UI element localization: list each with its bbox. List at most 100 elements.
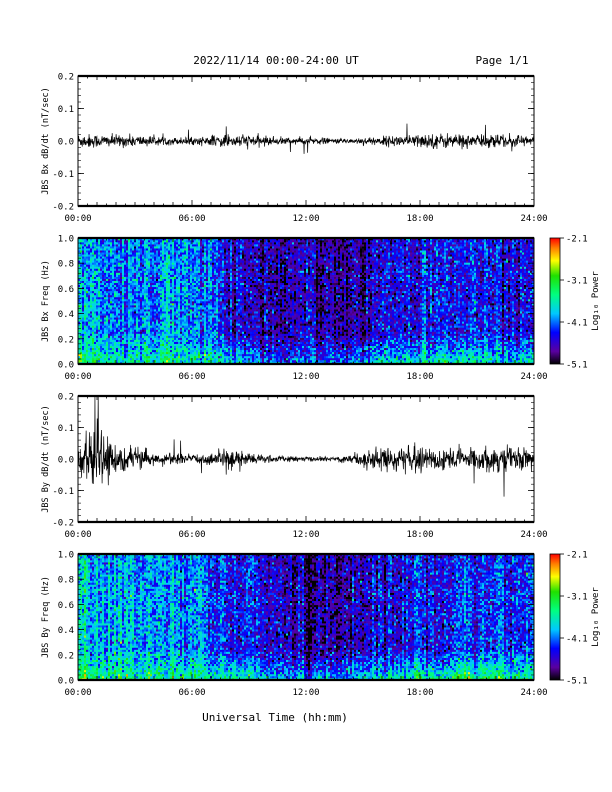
spectrogram-cell: [180, 305, 182, 307]
spectrogram-cell: [222, 325, 224, 327]
spectrogram-cell: [142, 262, 144, 264]
spectrogram-cell: [112, 342, 114, 344]
spectrogram-cell: [128, 244, 130, 246]
spectrogram-cell: [86, 258, 88, 260]
spectrogram-cell: [164, 348, 166, 350]
spectrogram-cell: [186, 273, 188, 275]
spectrogram-cell: [154, 244, 156, 246]
spectrogram-cell: [88, 244, 90, 246]
spectrogram-cell: [230, 250, 232, 252]
spectrogram-cell: [108, 271, 110, 273]
spectrogram-cell: [198, 334, 200, 336]
spectrogram-cell: [86, 305, 88, 307]
spectrogram-cell: [210, 350, 212, 352]
spectrogram-cell: [130, 334, 132, 336]
spectrogram-cell: [226, 303, 228, 305]
spectrogram-cell: [86, 329, 88, 331]
spectrogram-cell: [82, 248, 84, 250]
spectrogram-cell: [190, 260, 192, 262]
spectrogram-cell: [164, 285, 166, 287]
spectrogram-cell: [208, 360, 210, 362]
spectrogram-cell: [134, 258, 136, 260]
spectrogram-cell: [170, 256, 172, 258]
spectrogram-cell: [112, 287, 114, 289]
spectrogram-cell: [164, 338, 166, 340]
spectrogram-cell: [160, 325, 162, 327]
spectrogram-cell: [218, 354, 220, 356]
spectrogram-cell: [174, 268, 176, 270]
spectrogram-cell: [210, 301, 212, 303]
spectrogram-cell: [208, 315, 210, 317]
spectrogram-cell: [82, 301, 84, 303]
spectrogram-cell: [150, 295, 152, 297]
spectrogram-cell: [174, 244, 176, 246]
spectrogram-cell: [86, 264, 88, 266]
spectrogram-cell: [126, 360, 128, 362]
spectrogram-cell: [142, 240, 144, 242]
spectrogram-cell: [92, 248, 94, 250]
spectrogram-cell: [214, 248, 216, 250]
spectrogram-cell: [174, 277, 176, 279]
spectrogram-cell: [162, 250, 164, 252]
spectrogram-cell: [112, 303, 114, 305]
spectrogram-cell: [144, 346, 146, 348]
spectrogram-cell: [174, 352, 176, 354]
spectrogram-cell: [148, 346, 150, 348]
spectrogram-cell: [230, 299, 232, 301]
spectrogram-cell: [190, 281, 192, 283]
spectrogram-cell: [88, 258, 90, 260]
spectrogram-cell: [140, 301, 142, 303]
spectrogram-cell: [166, 295, 168, 297]
spectrogram-cell: [134, 250, 136, 252]
spectrogram-cell: [148, 246, 150, 248]
spectrogram-cell: [158, 323, 160, 325]
spectrogram-cell: [172, 309, 174, 311]
spectrogram-cell: [212, 329, 214, 331]
spectrogram-cell: [232, 297, 234, 299]
spectrogram-cell: [142, 250, 144, 252]
spectrogram-cell: [100, 346, 102, 348]
spectrogram-cell: [144, 309, 146, 311]
spectrogram-cell: [162, 309, 164, 311]
spectrogram-cell: [160, 329, 162, 331]
spectrogram-cell: [190, 334, 192, 336]
spectrogram-cell: [184, 329, 186, 331]
spectrogram-cell: [214, 346, 216, 348]
spectrogram-cell: [142, 336, 144, 338]
spectrogram-cell: [148, 348, 150, 350]
spectrogram-cell: [204, 291, 206, 293]
spectrogram-cell: [134, 311, 136, 313]
spectrogram-cell: [138, 321, 140, 323]
spectrogram-cell: [188, 246, 190, 248]
spectrogram-cell: [102, 281, 104, 283]
spectrogram-cell: [138, 323, 140, 325]
spectrogram-cell: [196, 340, 198, 342]
spectrogram-cell: [142, 260, 144, 262]
spectrogram-cell: [194, 325, 196, 327]
spectrogram-cell: [184, 342, 186, 344]
spectrogram-cell: [172, 303, 174, 305]
spectrogram-cell: [180, 252, 182, 254]
spectrogram-cell: [174, 315, 176, 317]
spectrogram-cell: [162, 262, 164, 264]
spectrogram-cell: [172, 340, 174, 342]
spectrogram-cell: [178, 338, 180, 340]
spectrogram-cell: [184, 356, 186, 358]
spectrogram-cell: [106, 275, 108, 277]
spectrogram-cell: [130, 283, 132, 285]
spectrogram-cell: [168, 348, 170, 350]
spectrogram-cell: [146, 260, 148, 262]
spectrogram-cell: [198, 268, 200, 270]
spectrogram-cell: [82, 279, 84, 281]
spectrogram-cell: [144, 260, 146, 262]
spectrogram-cell: [208, 242, 210, 244]
spectrogram-cell: [128, 287, 130, 289]
spectrogram-cell: [220, 258, 222, 260]
spectrogram-cell: [92, 279, 94, 281]
spectrogram-cell: [140, 358, 142, 360]
spectrogram-cell: [164, 281, 166, 283]
spectrogram-cell: [150, 256, 152, 258]
spectrogram-cell: [140, 352, 142, 354]
spectrogram-cell: [146, 244, 148, 246]
spectrogram-cell: [114, 252, 116, 254]
